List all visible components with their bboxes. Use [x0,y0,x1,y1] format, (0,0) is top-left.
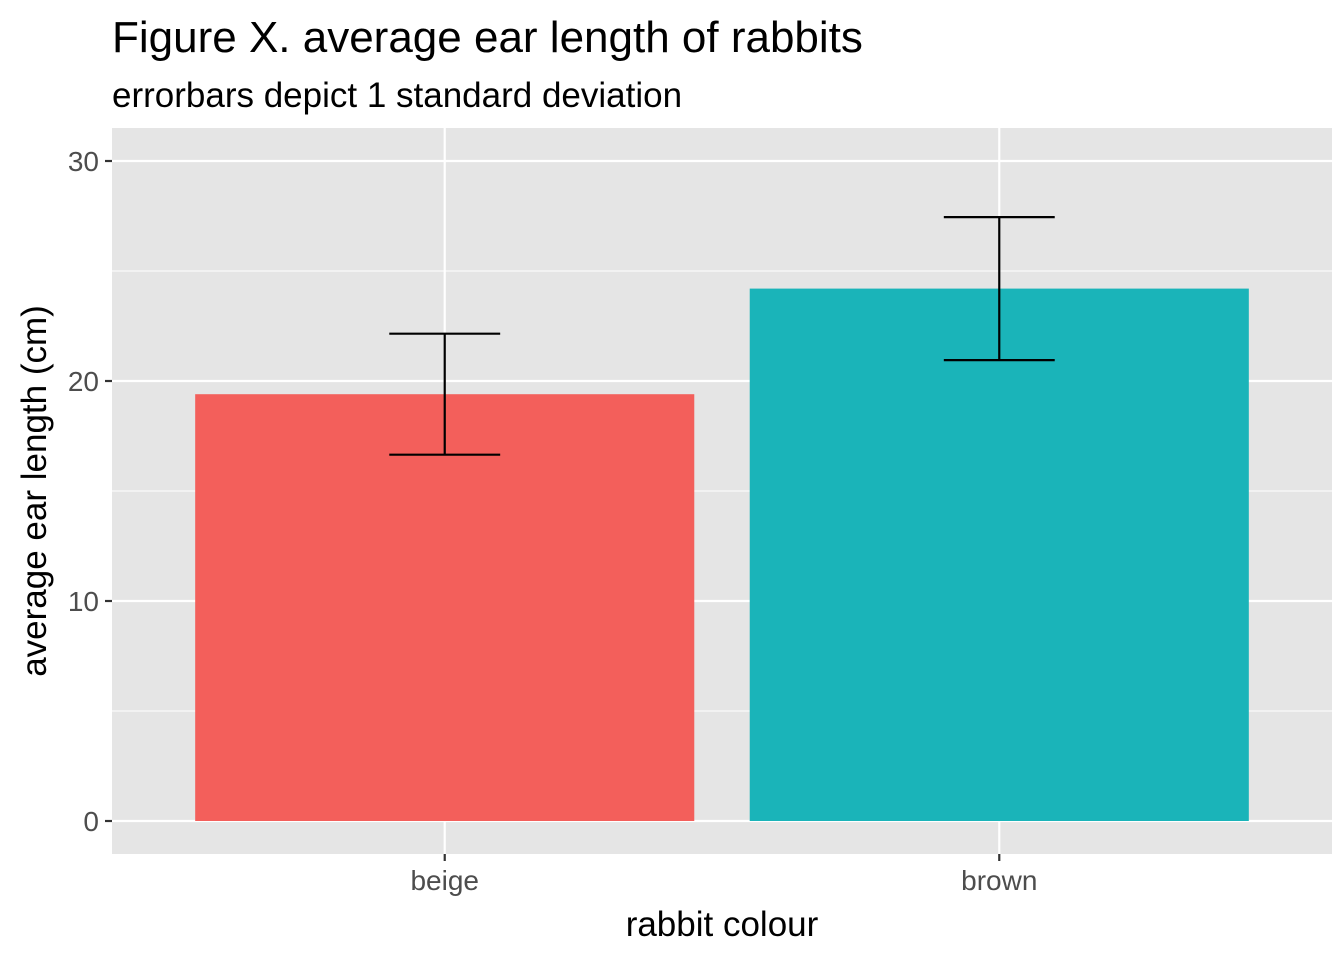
bars-layer [195,288,1249,822]
x-axis-title: rabbit colour [626,905,819,944]
bar-beige [195,394,695,821]
axis-layer: 0 10 20 30 beige brown [68,146,1038,896]
y-tick-label: 10 [68,586,99,617]
errorbar-brown [943,216,1055,362]
chart-title: Figure X. average ear length of rabbits [112,13,863,62]
errorbar-layer [389,216,1055,456]
x-tick-label-beige: beige [410,865,479,896]
x-tick-label-brown: brown [961,865,1037,896]
y-axis-title: average ear length (cm) [15,305,54,677]
chart-subtitle: errorbars depict 1 standard deviation [112,76,682,115]
y-tick-label: 30 [68,146,99,177]
errorbar-beige [389,332,501,456]
bar-brown [749,288,1249,822]
y-tick-label: 20 [68,366,99,397]
y-tick-label: 0 [83,806,99,837]
